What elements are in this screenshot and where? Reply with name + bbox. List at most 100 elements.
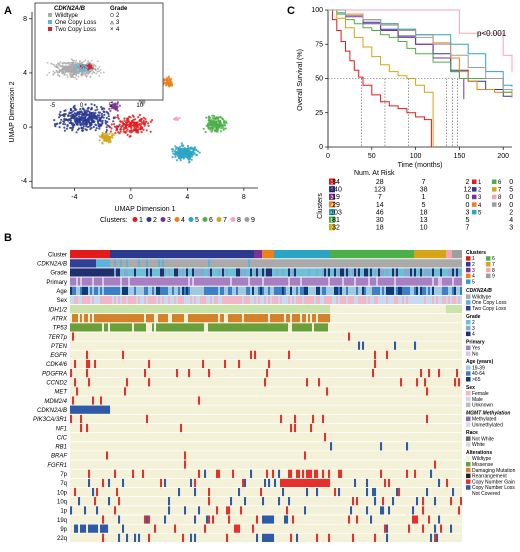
cell-arm: [198, 469, 201, 478]
cell-arm: [306, 469, 309, 478]
oncoprint-column: [310, 250, 313, 488]
cell-grade: [208, 268, 211, 277]
umap-point: [186, 144, 190, 148]
cell-idh: [418, 304, 421, 314]
cell-cdkn2ab-status: [418, 259, 421, 268]
cell-arm: [122, 524, 125, 533]
umap-point: [96, 116, 99, 119]
cell-sex: [164, 295, 167, 305]
cell-sex: [368, 295, 371, 305]
cell-sex: [376, 295, 379, 305]
cell-atrx: [166, 314, 169, 323]
km-x-label: Time (months): [398, 162, 443, 169]
umap-point: [207, 119, 210, 122]
cell-arm: [168, 497, 171, 506]
inset-point-one-copy: [85, 63, 88, 66]
cell-age: [280, 286, 283, 295]
oncoprint-column: [282, 250, 285, 497]
cell-primary: [178, 277, 181, 286]
cell-alteration: [438, 368, 441, 378]
umap-point: [94, 109, 97, 112]
cell-age: [116, 286, 119, 295]
umap-point: [182, 155, 185, 159]
oncoprint-column: [226, 250, 229, 542]
cell-cluster: [418, 250, 421, 259]
cell-tp53: [402, 323, 405, 332]
oncoprint-column: [334, 250, 337, 497]
cell-primary: [248, 277, 251, 286]
legend-swatch: [466, 402, 471, 408]
cell-atrx: [208, 314, 211, 323]
cell-age: [402, 286, 405, 295]
inset-point: [67, 62, 69, 65]
cell-arm: [272, 515, 275, 524]
cell-cdkn2ab-loss: [102, 405, 105, 414]
cell-idh: [120, 304, 123, 314]
km-x-tick-label: 200: [497, 153, 509, 160]
cell-grade: [176, 268, 179, 277]
umap-point: [183, 152, 186, 155]
inset-point: [62, 69, 64, 71]
cell-grade: [284, 268, 287, 277]
umap-point: [140, 120, 143, 123]
cell-cluster: [116, 250, 119, 259]
inset-x-ticks: -5 0 5 10: [50, 103, 144, 109]
cell-sex: [158, 295, 161, 305]
cell-idh: [264, 304, 267, 314]
cell-tp53: [296, 323, 299, 332]
legend-item-label: Wildtype: [472, 294, 491, 300]
umap-point: [134, 118, 137, 121]
inset-legend-two-copy: Two Copy Loss: [55, 27, 96, 33]
cell-age: [160, 286, 163, 295]
cell-arm: [292, 515, 295, 524]
cell-cluster: [178, 250, 181, 259]
cell-primary: [306, 277, 309, 286]
oncoprint-column: [338, 250, 341, 497]
cell-grade: [76, 268, 79, 277]
umap-point: [97, 114, 100, 117]
cell-atrx: [146, 314, 149, 323]
oncoprint-column: [270, 250, 273, 542]
cell-arm: [438, 478, 441, 488]
oncoprint-row-label: CIC: [57, 435, 68, 441]
cell-sex: [358, 295, 361, 305]
cell-primary: [280, 277, 283, 286]
inset-point-two-copy: [89, 64, 91, 67]
cell-alteration: [310, 423, 313, 433]
cell-primary: [442, 277, 445, 286]
umap-point: [54, 125, 57, 128]
cell-cdkn2ab-loss: [104, 405, 107, 414]
risk-cell: 46: [376, 209, 384, 216]
cell-tp53: [410, 323, 413, 332]
cell-atrx: [96, 314, 99, 323]
cell-atrx: [268, 314, 271, 323]
cell-age: [424, 286, 427, 295]
cell-cdkn2ab-status: [142, 259, 145, 268]
cell-age: [418, 286, 421, 295]
cell-primary: [430, 277, 433, 286]
cell-arm: [82, 524, 85, 533]
cell-tp53: [70, 323, 73, 332]
oncoprint-column: [176, 250, 179, 378]
cell-tp53: [344, 323, 347, 332]
cell-arm: [118, 515, 121, 524]
cell-arm: [104, 524, 107, 533]
cell-grade: [230, 268, 233, 277]
umap-point: [128, 130, 131, 133]
cell-atrx: [374, 314, 377, 323]
cell-primary: [428, 277, 431, 286]
legend-item-label: 3: [472, 326, 475, 332]
cell-age: [348, 286, 351, 295]
cell-grade: [122, 268, 125, 277]
inset-point: [98, 66, 101, 68]
cell-atrx: [346, 314, 349, 323]
cell-cluster: [238, 250, 241, 259]
cell-alteration: [106, 451, 109, 460]
umap-point: [173, 117, 176, 121]
cell-cdkn2ab-status: [162, 259, 165, 268]
cell-idh: [422, 304, 425, 314]
risk-row-cluster: 1: [331, 180, 334, 186]
oncoprint-column: [116, 250, 119, 497]
umap-point: [132, 129, 135, 132]
cell-idh: [374, 304, 377, 314]
